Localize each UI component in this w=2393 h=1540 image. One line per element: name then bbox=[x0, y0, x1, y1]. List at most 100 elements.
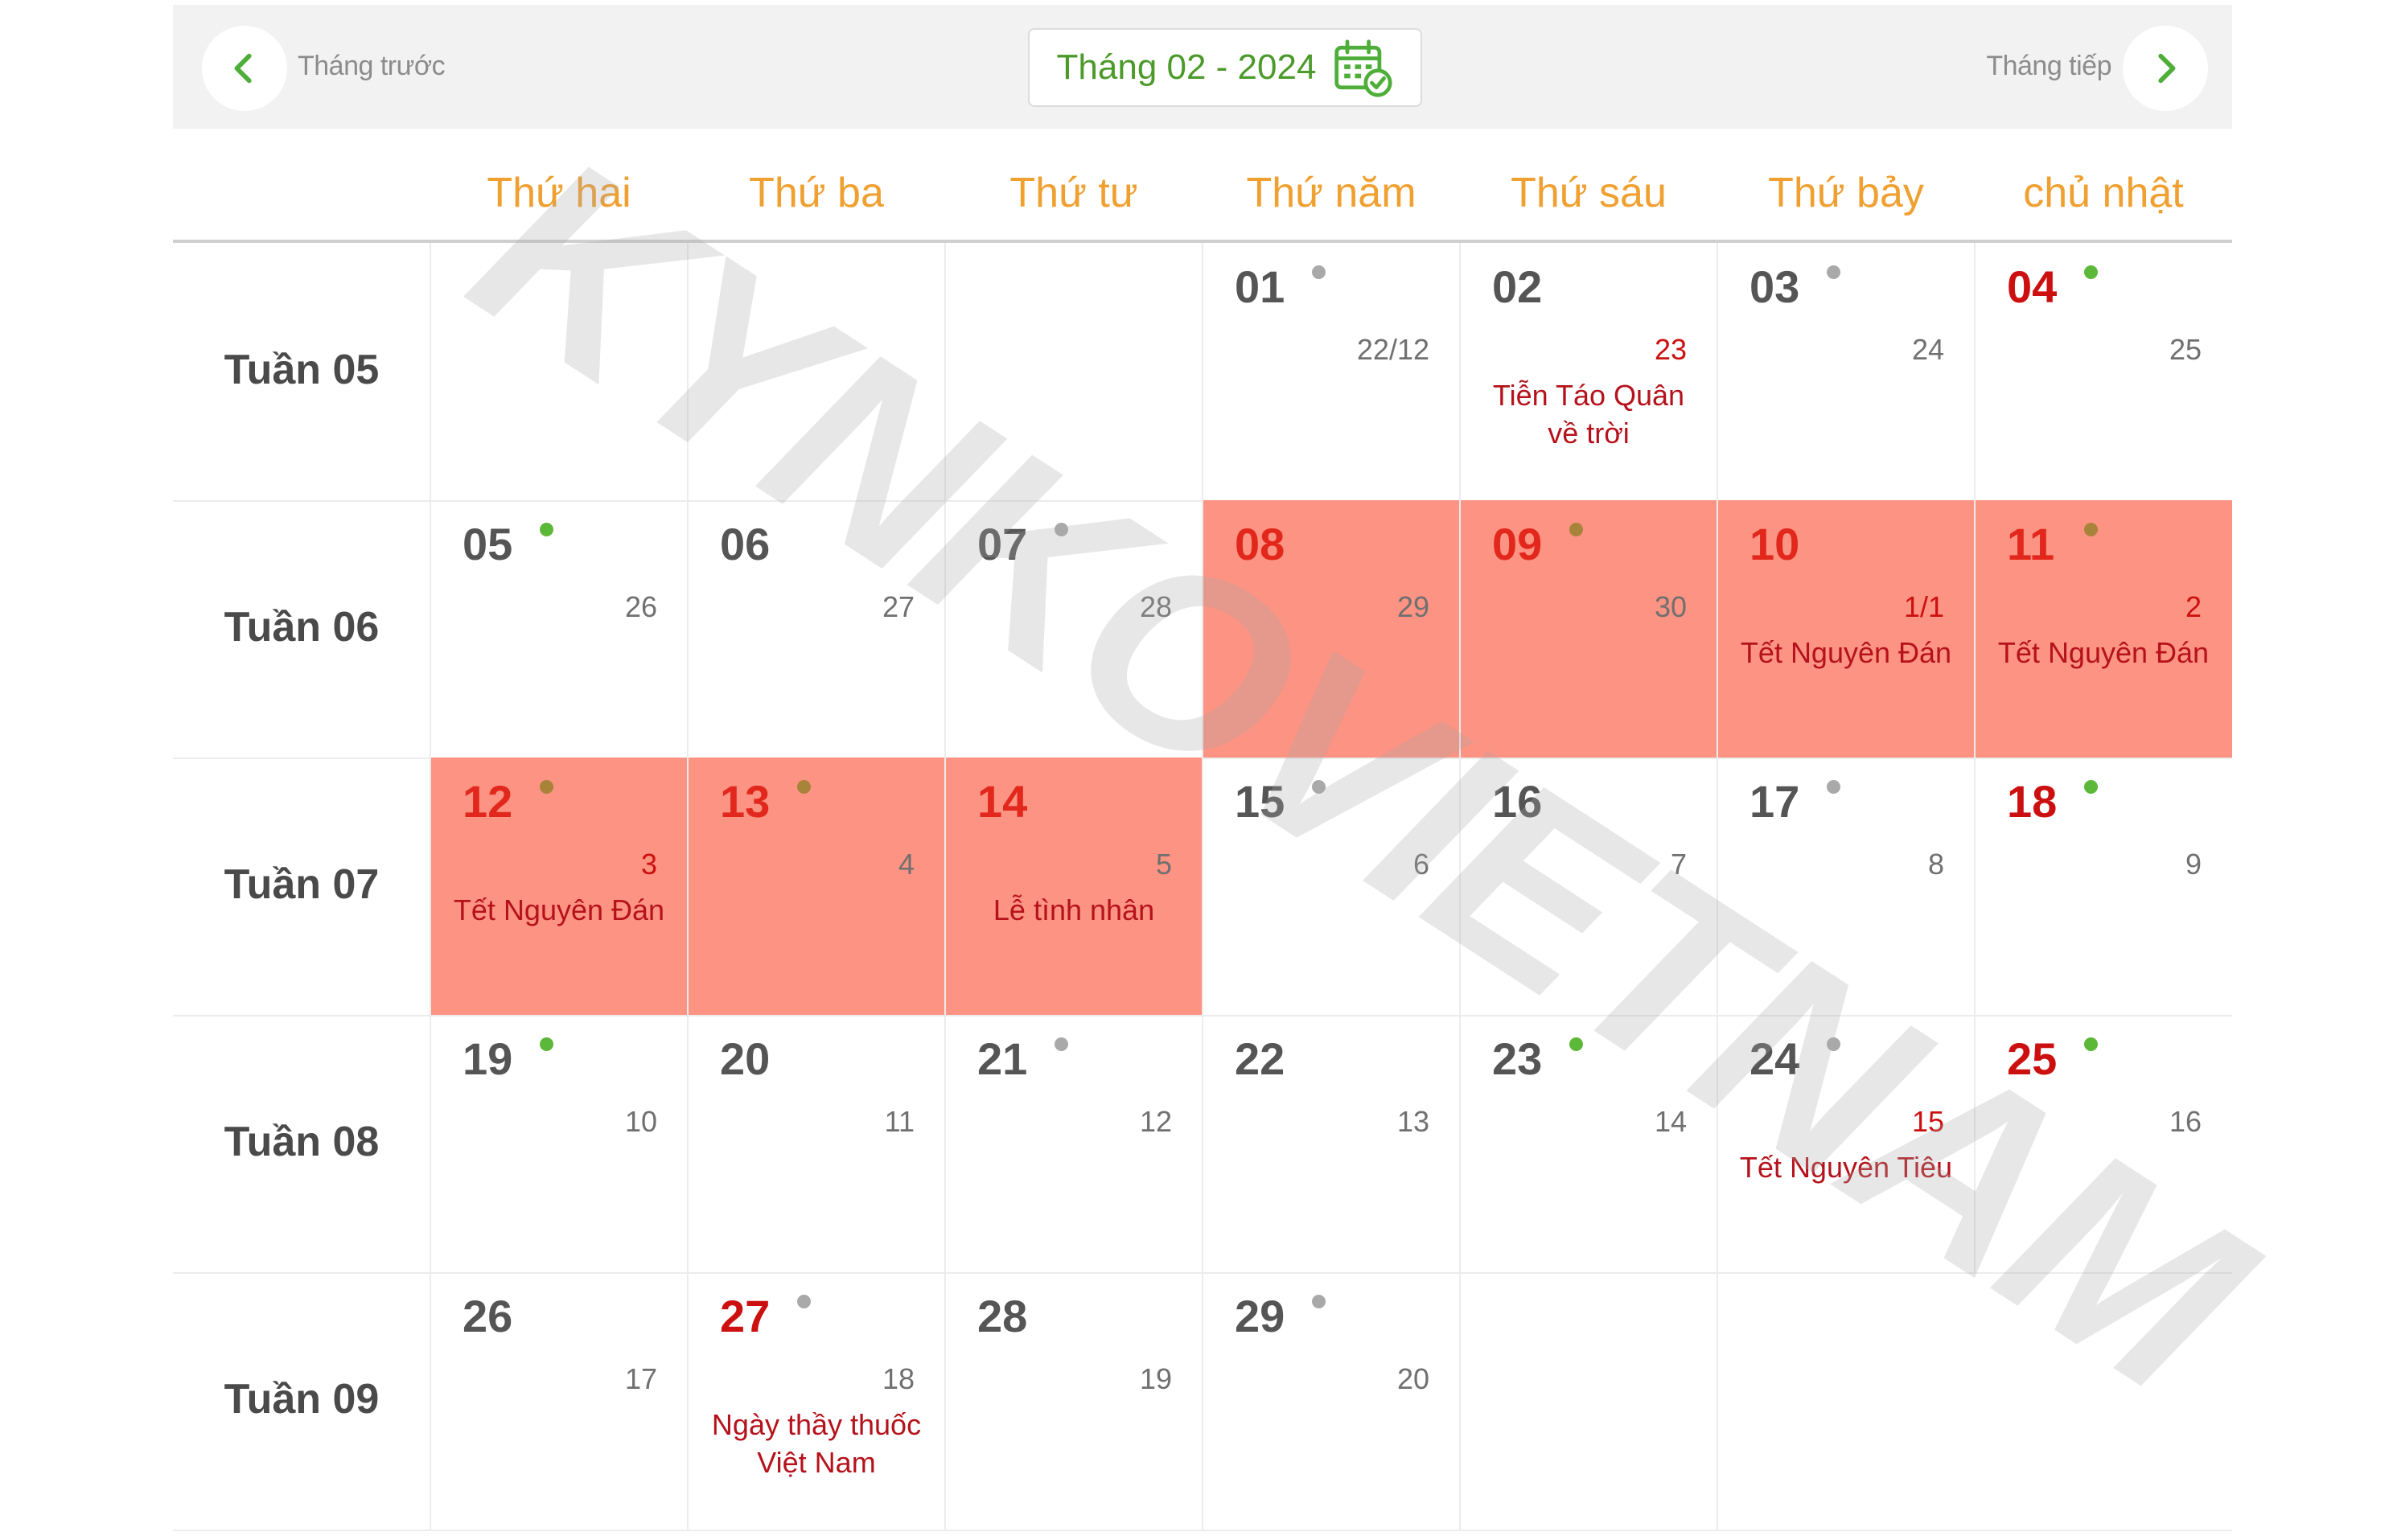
next-month-label[interactable]: Tháng tiếp bbox=[1986, 51, 2111, 81]
row-divider bbox=[173, 1530, 2232, 1531]
next-month-button[interactable] bbox=[2123, 26, 2208, 111]
column-divider bbox=[1717, 243, 1718, 1530]
lunar-date: 23 bbox=[1654, 333, 1687, 366]
lunar-date: 9 bbox=[2185, 848, 2202, 881]
day-status-dot-icon bbox=[2084, 1037, 2098, 1051]
week-label: Tuần 09 bbox=[224, 1376, 380, 1423]
day-cell[interactable]: 22 13 bbox=[1203, 1015, 1460, 1272]
day-number: 20 bbox=[720, 1033, 771, 1084]
day-cell[interactable]: 16 7 bbox=[1460, 758, 1717, 1015]
day-status-dot-icon bbox=[1312, 780, 1326, 794]
current-month-title: Tháng 02 - 2024 bbox=[1056, 47, 1317, 87]
day-cell[interactable]: 21 12 bbox=[945, 1015, 1203, 1272]
day-number: 26 bbox=[463, 1291, 513, 1341]
day-cell[interactable]: 28 19 bbox=[945, 1272, 1203, 1530]
day-number: 04 bbox=[2007, 261, 2058, 312]
lunar-date: 10 bbox=[624, 1105, 657, 1138]
chevron-left-icon bbox=[234, 53, 252, 84]
day-cell[interactable]: 13 4 bbox=[688, 758, 945, 1015]
day-number: 05 bbox=[463, 519, 513, 569]
day-number: 13 bbox=[720, 776, 771, 827]
day-number: 21 bbox=[977, 1033, 1028, 1084]
previous-month-label[interactable]: Tháng trước bbox=[298, 51, 446, 81]
day-cell[interactable]: 27 18 Ngày thầy thuốc Việt Nam bbox=[688, 1272, 945, 1530]
lunar-date: 4 bbox=[898, 848, 915, 881]
lunar-date: 5 bbox=[1155, 848, 1172, 881]
day-number: 14 bbox=[977, 776, 1028, 827]
lunar-date: 27 bbox=[882, 590, 915, 623]
previous-month-button[interactable] bbox=[202, 26, 287, 111]
header-divider bbox=[173, 240, 2232, 243]
weekday-monday: Thứ hai bbox=[487, 170, 631, 216]
day-cell[interactable]: 26 17 bbox=[430, 1272, 688, 1530]
day-status-dot-icon bbox=[1827, 780, 1840, 794]
day-cell[interactable]: 19 10 bbox=[430, 1015, 688, 1272]
month-picker-button[interactable]: Tháng 02 - 2024 bbox=[1028, 28, 1422, 107]
weekday-tuesday: Thứ ba bbox=[749, 170, 884, 216]
day-cell[interactable]: 23 14 bbox=[1460, 1015, 1717, 1272]
day-cell[interactable]: 09 30 bbox=[1460, 500, 1717, 758]
week-column-divider bbox=[430, 243, 431, 1530]
day-cell[interactable]: 03 24 bbox=[1717, 243, 1975, 500]
day-status-dot-icon bbox=[797, 780, 811, 794]
lunar-date: 26 bbox=[624, 590, 657, 623]
day-cell[interactable]: 07 28 bbox=[945, 500, 1203, 758]
day-status-dot-icon bbox=[540, 780, 553, 794]
event-label: Tết Nguyên Đán bbox=[453, 893, 665, 926]
week-label: Tuần 06 bbox=[224, 604, 380, 651]
day-number: 19 bbox=[463, 1033, 513, 1084]
day-cell[interactable]: 10 1/1 Tết Nguyên Đán bbox=[1717, 500, 1975, 758]
day-cell[interactable]: 29 20 bbox=[1203, 1272, 1460, 1530]
lunar-date: 16 bbox=[2169, 1105, 2202, 1138]
day-cell[interactable]: 18 9 bbox=[1975, 758, 2232, 1015]
day-cell[interactable]: 15 6 bbox=[1203, 758, 1460, 1015]
day-cell[interactable]: 24 15 Tết Nguyên Tiêu bbox=[1717, 1015, 1975, 1272]
lunar-date: 22/12 bbox=[1356, 333, 1429, 366]
day-cell[interactable]: 06 27 bbox=[688, 500, 945, 758]
lunar-date: 8 bbox=[1927, 848, 1944, 881]
week-label: Tuần 07 bbox=[224, 861, 380, 908]
day-cell[interactable]: 01 22/12 bbox=[1203, 243, 1460, 500]
day-status-dot-icon bbox=[2084, 523, 2098, 536]
lunar-date: 19 bbox=[1139, 1362, 1172, 1395]
day-number: 08 bbox=[1235, 519, 1285, 569]
weekday-friday: Thứ sáu bbox=[1511, 170, 1667, 216]
day-cell[interactable]: 20 11 bbox=[688, 1015, 945, 1272]
week-label: Tuần 05 bbox=[224, 347, 380, 393]
lunar-date: 18 bbox=[882, 1362, 915, 1395]
day-cell[interactable]: 11 2 Tết Nguyên Đán bbox=[1975, 500, 2232, 758]
lunar-date: 1/1 bbox=[1903, 590, 1944, 623]
month-navigation-bar: Tháng trước Tháng 02 - 2024 Tháng tiếp bbox=[173, 5, 2232, 129]
weekday-saturday: Thứ bảy bbox=[1768, 170, 1924, 216]
day-number: 03 bbox=[1750, 261, 1800, 312]
day-number: 15 bbox=[1235, 776, 1285, 827]
day-cell[interactable]: 25 16 bbox=[1975, 1015, 2232, 1272]
day-cell[interactable]: 17 8 bbox=[1717, 758, 1975, 1015]
lunar-date: 2 bbox=[2185, 590, 2202, 623]
day-cell[interactable]: 05 26 bbox=[430, 500, 688, 758]
day-cell[interactable]: 04 25 bbox=[1975, 243, 2232, 500]
day-status-dot-icon bbox=[797, 1295, 811, 1308]
lunar-date: 6 bbox=[1412, 848, 1429, 881]
day-number: 16 bbox=[1492, 776, 1543, 827]
day-cell[interactable]: 14 5 Lễ tình nhân bbox=[945, 758, 1203, 1015]
event-label: Ngày thầy thuốc Việt Nam bbox=[711, 1408, 922, 1479]
day-status-dot-icon bbox=[540, 523, 553, 536]
day-number: 01 bbox=[1235, 261, 1285, 312]
event-label: Tết Nguyên Đán bbox=[1997, 636, 2210, 669]
lunar-date: 11 bbox=[884, 1105, 915, 1138]
event-label: Tết Nguyên Tiêu bbox=[1739, 1151, 1953, 1184]
day-number: 07 bbox=[977, 519, 1028, 569]
day-number: 23 bbox=[1492, 1033, 1543, 1084]
chevron-right-icon bbox=[2158, 53, 2176, 84]
day-status-dot-icon bbox=[1827, 1037, 1840, 1051]
day-number: 17 bbox=[1750, 776, 1800, 827]
day-number: 11 bbox=[2007, 519, 2055, 569]
event-label: Tiễn Táo Quân về trời bbox=[1492, 379, 1685, 450]
day-cell[interactable]: 12 3 Tết Nguyên Đán bbox=[430, 758, 688, 1015]
event-label: Tết Nguyên Đán bbox=[1740, 636, 1952, 669]
lunar-date: 17 bbox=[624, 1362, 657, 1395]
day-status-dot-icon bbox=[1055, 1037, 1068, 1051]
day-cell[interactable]: 02 23 Tiễn Táo Quân về trời bbox=[1460, 243, 1717, 500]
day-cell[interactable]: 08 29 bbox=[1203, 500, 1460, 758]
